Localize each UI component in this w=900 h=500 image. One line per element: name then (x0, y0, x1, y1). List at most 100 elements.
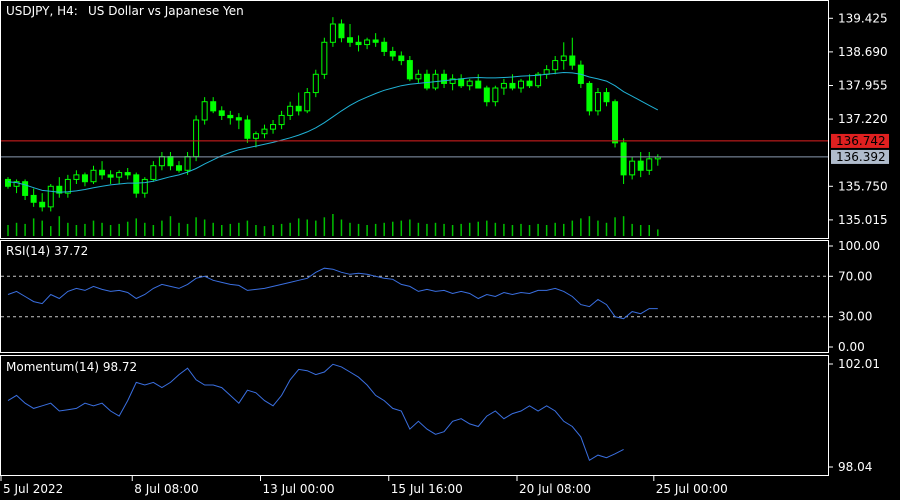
candle-body (312, 73, 319, 94)
candle-body (415, 73, 422, 80)
candle-body (261, 128, 268, 135)
price-tick-label: 138.690 (838, 45, 888, 59)
candle-body (73, 174, 80, 180)
candle-body (569, 55, 576, 66)
price-tick-label: 139.425 (838, 11, 888, 25)
candle-body (347, 37, 353, 43)
candle-body (364, 39, 371, 46)
rsi-line (7, 267, 658, 320)
candle-body (423, 73, 430, 89)
candle-body (81, 174, 88, 183)
candle-body (389, 50, 396, 57)
candle-body (594, 92, 601, 112)
candle-body (124, 172, 131, 176)
resistance-level-tag (831, 133, 889, 148)
candle-body (552, 60, 559, 71)
candle-body (184, 156, 191, 171)
price-tick-label: 135.750 (838, 179, 888, 193)
rsi-axis: 100.00 70.00 30.00 0.00 (828, 239, 880, 354)
time-tick-label: 8 Jul 08:00 (134, 482, 198, 496)
momentum-label: Momentum(14) 98.72 (6, 360, 137, 374)
candle-body (372, 39, 379, 43)
candle-body (620, 142, 627, 176)
main-chart-frame (0, 0, 829, 239)
candle-body (244, 119, 251, 139)
price-axis: 139.425 138.690 137.955 137.220 135.750 135.0… (828, 11, 888, 227)
bid-price-tag (831, 149, 889, 164)
candle-body (270, 124, 277, 130)
candle-body (535, 73, 542, 87)
candle-body (381, 41, 388, 52)
price-tick-label: 137.955 (838, 78, 888, 92)
candle-body (158, 156, 165, 167)
candle-body (646, 158, 653, 171)
candle-body (612, 101, 619, 144)
time-tick-label: 20 Jul 08:00 (519, 482, 591, 496)
rsi-tick-label: 70.00 (838, 269, 872, 283)
candle-body (141, 178, 148, 194)
candle-body (304, 92, 311, 112)
candle-body (637, 160, 644, 171)
candle-body (252, 133, 259, 139)
bid-price-value: 136.392 (836, 150, 886, 164)
time-tick-label: 15 Jul 16:00 (391, 482, 463, 496)
candle-body (39, 201, 46, 208)
candle-body (90, 169, 97, 183)
candle-body (338, 23, 345, 39)
volume-bars (7, 214, 659, 236)
chart-symbol: USDJPY, H4: (6, 4, 78, 18)
candle-body (176, 165, 182, 171)
candle-body (107, 174, 114, 178)
candle-body (518, 80, 524, 89)
candle-body (30, 194, 37, 203)
rsi-panel-frame (0, 240, 829, 353)
candle-body (560, 55, 567, 62)
candle-body (543, 69, 550, 75)
candle-body (235, 117, 242, 121)
candle-body (466, 80, 473, 87)
momentum-axis: 102.01 98.04 (828, 357, 880, 474)
time-tick-label: 13 Jul 00:00 (263, 482, 335, 496)
rsi-tick-label: 30.00 (838, 310, 872, 324)
candle-body (5, 178, 11, 187)
candle-body (287, 105, 294, 116)
candle-body (458, 78, 465, 87)
candle-body (629, 160, 636, 176)
candle-body (509, 82, 516, 89)
candle-body (64, 178, 71, 194)
candle-body (56, 185, 63, 194)
candle-body (355, 41, 362, 46)
candle-body (603, 92, 610, 103)
chart-description: US Dollar vs Japanese Yen (88, 4, 244, 18)
candle-body (329, 23, 336, 43)
candle-body (526, 80, 533, 87)
rsi-tick-label: 0.00 (838, 340, 865, 354)
time-tick-label: 25 Jul 00:00 (656, 482, 728, 496)
candle-body (406, 60, 413, 80)
candle-body (218, 110, 225, 116)
momentum-tick-label: 102.01 (838, 357, 880, 371)
moving-average-line (7, 71, 659, 193)
momentum-tick-label: 98.04 (838, 460, 872, 474)
candle-body (278, 114, 285, 126)
candle-body (22, 181, 29, 196)
candle-body (483, 87, 490, 103)
price-tick-label: 135.015 (838, 213, 888, 227)
candle-body (295, 105, 302, 112)
candle-body (99, 169, 106, 176)
candle-body (47, 185, 54, 208)
rsi-label: RSI(14) 37.72 (6, 244, 88, 258)
candle-body (321, 41, 328, 75)
candle-body (150, 165, 157, 180)
candle-body (441, 73, 448, 84)
candle-body (193, 119, 200, 158)
time-tick-label: 5 Jul 2022 (3, 482, 63, 496)
candlestick-series (5, 17, 661, 212)
candle-body (133, 174, 140, 194)
resistance-level-value: 136.742 (836, 134, 886, 148)
candle-body (586, 82, 593, 112)
candle-body (475, 80, 482, 89)
candle-body (227, 114, 234, 119)
price-tick-label: 137.220 (838, 112, 888, 126)
